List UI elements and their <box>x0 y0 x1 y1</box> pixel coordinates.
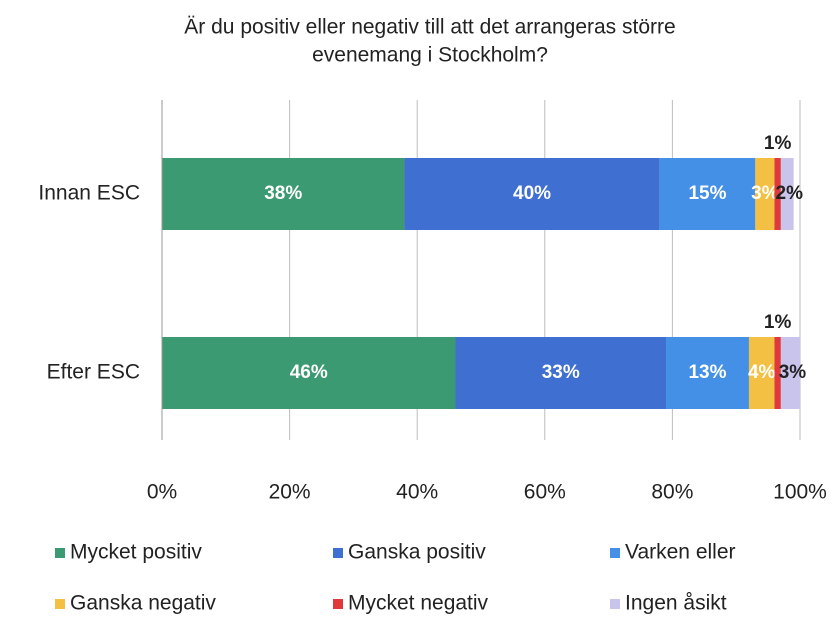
x-tick-label: 100% <box>773 481 827 504</box>
legend-label: Mycket negativ <box>348 592 489 615</box>
bar-segment <box>774 337 781 409</box>
y-tick-label: Innan ESC <box>38 182 140 205</box>
x-tick-label: 0% <box>147 481 177 504</box>
legend-swatch <box>333 599 343 609</box>
legend-swatch <box>55 548 65 558</box>
legend-swatch <box>333 548 343 558</box>
x-tick-label: 20% <box>269 481 311 504</box>
legend-label: Ganska positiv <box>348 541 486 564</box>
data-label: 13% <box>688 362 726 383</box>
bar-segment <box>666 337 749 409</box>
data-label: 46% <box>290 362 328 383</box>
bar-segment <box>455 337 667 409</box>
chart-title: Är du positiv eller negativ till att det… <box>184 16 675 39</box>
data-label: 3% <box>779 362 807 383</box>
bar-segment <box>755 158 775 230</box>
x-tick-label: 40% <box>396 481 438 504</box>
bar-segment <box>659 158 756 230</box>
data-label: 4% <box>748 362 776 383</box>
data-label: 38% <box>264 183 302 204</box>
bar-segment <box>748 337 775 409</box>
data-label: 3% <box>751 183 779 204</box>
data-label: 1% <box>764 312 792 333</box>
data-label: 15% <box>688 183 726 204</box>
legend-swatch <box>55 599 65 609</box>
y-tick-label: Efter ESC <box>47 361 140 384</box>
legend-swatch <box>610 599 620 609</box>
legend-swatch <box>610 548 620 558</box>
x-tick-label: 60% <box>524 481 566 504</box>
legend-label: Mycket positiv <box>70 541 202 564</box>
bar-segment <box>780 158 794 230</box>
chart-subtitle: evenemang i Stockholm? <box>312 44 548 67</box>
legend-label: Varken eller <box>625 541 736 564</box>
data-label: 1% <box>764 133 792 154</box>
bar-segment <box>780 337 800 409</box>
bar-segment <box>162 158 405 230</box>
data-label: 40% <box>513 183 551 204</box>
data-label: 2% <box>776 183 804 204</box>
x-tick-label: 80% <box>651 481 693 504</box>
bar-segment <box>162 337 456 409</box>
legend-label: Ganska negativ <box>70 592 216 615</box>
bar-segment <box>774 158 781 230</box>
data-label: 33% <box>542 362 580 383</box>
bar-segment <box>404 158 660 230</box>
legend-label: Ingen åsikt <box>625 592 727 615</box>
